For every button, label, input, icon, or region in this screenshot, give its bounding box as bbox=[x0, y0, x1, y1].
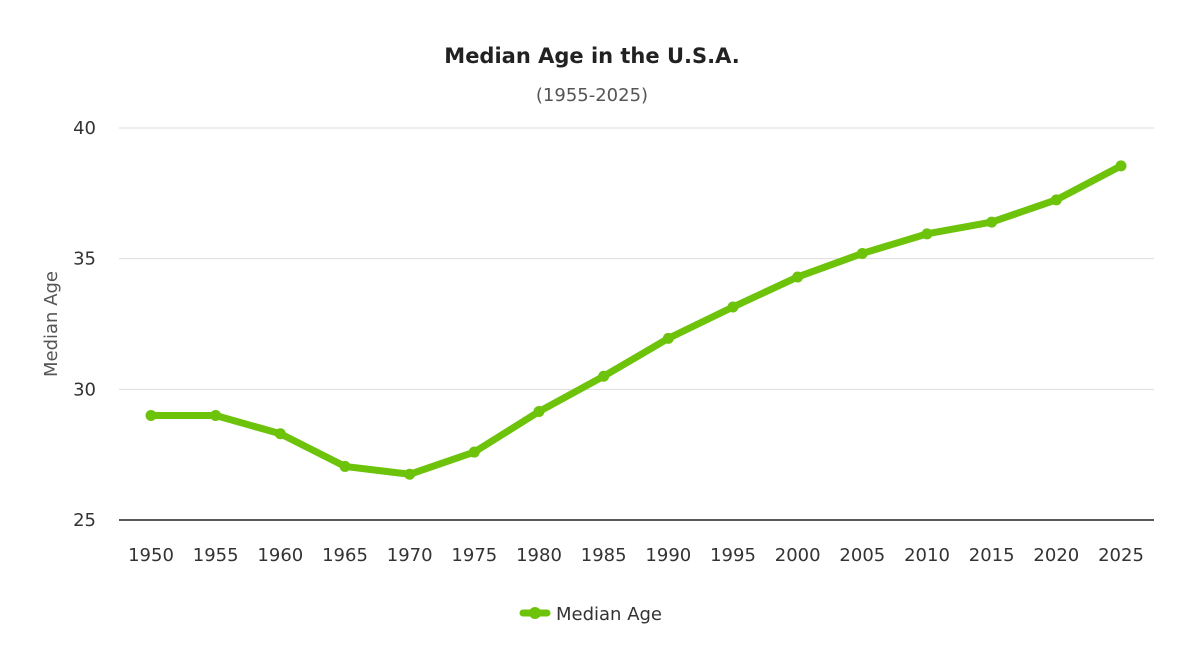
legend-label-median-age: Median Age bbox=[556, 604, 662, 625]
x-tick-label: 1975 bbox=[451, 545, 497, 566]
series-layer bbox=[145, 160, 1127, 480]
chart-subtitle: (1955-2025) bbox=[536, 85, 648, 106]
data-point bbox=[1050, 194, 1062, 206]
data-point bbox=[598, 370, 610, 382]
x-tick-label: 1965 bbox=[322, 545, 368, 566]
data-point bbox=[921, 228, 933, 240]
y-tick-label: 40 bbox=[73, 118, 96, 139]
gridlines bbox=[119, 127, 1154, 521]
x-tick-label: 1950 bbox=[128, 545, 174, 566]
x-tick-label: 1960 bbox=[257, 545, 303, 566]
x-tick-label: 2005 bbox=[839, 545, 885, 566]
data-point bbox=[274, 428, 286, 440]
x-tick-label: 2025 bbox=[1098, 545, 1144, 566]
data-point bbox=[662, 332, 674, 344]
data-point bbox=[986, 216, 998, 228]
y-tick-label: 30 bbox=[73, 379, 96, 400]
data-point bbox=[339, 460, 351, 472]
data-point bbox=[1115, 160, 1127, 172]
data-point bbox=[145, 409, 157, 421]
data-point bbox=[533, 406, 545, 418]
x-tick-label: 2020 bbox=[1033, 545, 1079, 566]
data-point bbox=[727, 301, 739, 313]
data-point bbox=[210, 409, 222, 421]
x-tick-label: 1990 bbox=[645, 545, 691, 566]
data-point bbox=[792, 271, 804, 283]
x-tick-label: 2000 bbox=[775, 545, 821, 566]
x-axis-ticks: 1950 1955 1960 1965 1970 1975 1980 1985 1990 1995… bbox=[128, 545, 1144, 566]
series-line-median-age bbox=[147, 162, 1125, 478]
y-tick-label: 25 bbox=[73, 510, 96, 531]
data-point bbox=[468, 446, 480, 458]
y-axis-title: Median Age bbox=[41, 271, 62, 377]
x-tick-label: 1970 bbox=[387, 545, 433, 566]
y-tick-label: 35 bbox=[73, 249, 96, 270]
data-point bbox=[404, 468, 416, 480]
legend: Median Age bbox=[519, 604, 662, 625]
x-tick-label: 1985 bbox=[581, 545, 627, 566]
x-tick-label: 1995 bbox=[710, 545, 756, 566]
x-tick-label: 1955 bbox=[193, 545, 239, 566]
data-point bbox=[856, 247, 868, 259]
chart-title: Median Age in the U.S.A. bbox=[444, 44, 739, 68]
x-tick-label: 1980 bbox=[516, 545, 562, 566]
x-tick-label: 2015 bbox=[969, 545, 1015, 566]
y-axis-ticks: 25 30 35 40 bbox=[73, 118, 96, 531]
legend-swatch-marker bbox=[529, 607, 541, 619]
x-tick-label: 2010 bbox=[904, 545, 950, 566]
